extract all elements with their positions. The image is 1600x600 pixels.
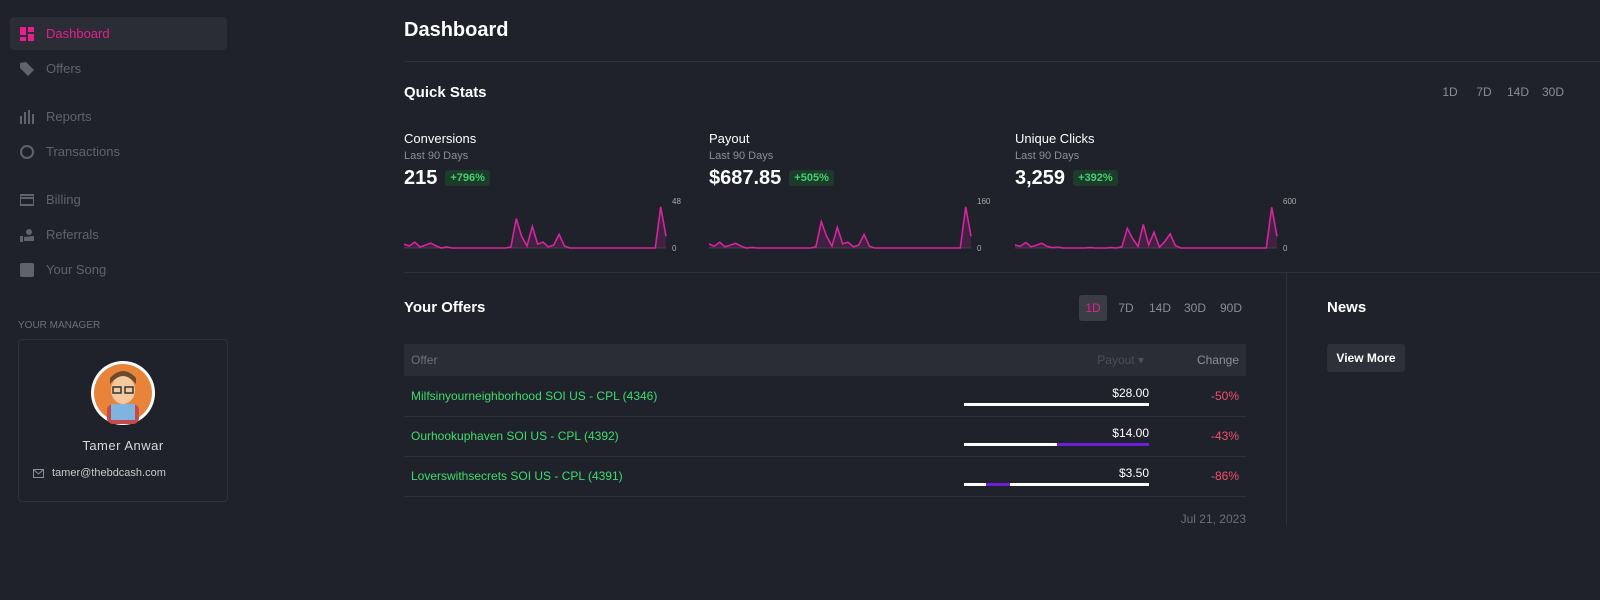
y-tick-label: 0 [672, 244, 677, 253]
stat-change: +392% [1073, 170, 1118, 186]
avatar [91, 361, 155, 425]
sparkline: 0 48 [404, 197, 681, 253]
payout-bar [964, 403, 1149, 406]
stat-title: Conversions [404, 131, 477, 146]
y-tick-label: 0 [1283, 244, 1288, 253]
nav-item[interactable]: Reports [10, 100, 227, 133]
sparkline-line [709, 206, 972, 249]
divider [404, 61, 1600, 62]
payout-bar [1056, 443, 1149, 446]
sparkline: 0 600 [1015, 197, 1297, 253]
period-button[interactable]: 1D [1442, 85, 1458, 99]
view-more-button[interactable]: View More [1327, 344, 1405, 372]
mail-icon [33, 469, 44, 478]
manager-card: Tamer Anwar tamer@thebdcash.com [18, 339, 228, 502]
payout-bar [964, 483, 987, 486]
sparkline-area [404, 206, 666, 248]
offer-name[interactable]: Milfsinyourneighborhood SOI US - CPL (43… [411, 389, 658, 403]
stat-number: $687.85 [709, 167, 782, 189]
period-button[interactable]: 14D [1148, 301, 1171, 315]
date: Jul 21, 2023 [1180, 512, 1246, 526]
payout-bar [1010, 483, 1149, 486]
sparkline-area [1015, 207, 1277, 248]
y-tick-label: 160 [977, 197, 991, 206]
nav-item[interactable]: Referrals [10, 218, 227, 251]
period-button[interactable]: 1D [1079, 295, 1107, 321]
stat-title: Payout [709, 131, 750, 146]
stat-subtitle: Last 90 Days [1015, 150, 1080, 162]
y-tick-label: 0 [977, 244, 982, 253]
manager-name: Tamer Anwar [82, 438, 164, 453]
period-button[interactable]: 14D [1506, 85, 1529, 99]
offer-name[interactable]: Loverswithsecrets SOI US - CPL (4391) [411, 469, 623, 483]
stat-value: 3,259 +392% [1015, 167, 1118, 190]
divider [404, 272, 1600, 273]
payout-bar [964, 443, 1057, 446]
stat-value: $687.85 +505% [709, 167, 834, 190]
divider [1286, 272, 1287, 525]
y-tick-label: 600 [1283, 197, 1297, 206]
payout: $14.00 [1112, 426, 1149, 440]
nav-item[interactable]: Billing [10, 183, 227, 216]
section-title: News [1327, 299, 1367, 316]
column-header[interactable]: Payout ▾ [1097, 353, 1144, 367]
period-button[interactable]: 30D [1183, 301, 1206, 315]
nav-label: Referrals [46, 227, 99, 242]
nav-item[interactable]: Offers [10, 52, 227, 85]
period-button[interactable]: 90D [1219, 301, 1242, 315]
table-row: Loverswithsecrets SOI US - CPL (4391) $3.… [404, 456, 1246, 497]
stat-subtitle: Last 90 Days [404, 150, 469, 162]
stat-title: Unique Clicks [1015, 131, 1095, 146]
nav-item[interactable]: Dashboard [10, 17, 227, 50]
sparkline: 0 160 [709, 197, 991, 253]
payout-bar [986, 483, 1011, 486]
change: -86% [1210, 469, 1239, 483]
nav-label: Reports [46, 109, 92, 124]
stat-number: 215 [404, 167, 438, 189]
section-label: YOUR MANAGER [18, 320, 101, 331]
change: -50% [1210, 389, 1239, 403]
period-button[interactable]: 7D [1476, 85, 1492, 99]
stat-change: +796% [445, 170, 490, 186]
table-header: Offer Payout ▾ Change [404, 344, 1246, 376]
column-header: Offer [411, 353, 438, 367]
nav-item[interactable]: Transactions [10, 135, 227, 168]
stat-change: +505% [789, 170, 834, 186]
manager-email: tamer@thebdcash.com [52, 467, 166, 479]
nav-label: Transactions [46, 144, 120, 159]
nav-label: Your Song [46, 262, 107, 277]
offer-name[interactable]: Ourhookuphaven SOI US - CPL (4392) [411, 429, 619, 443]
stat-value: 215 +796% [404, 167, 490, 190]
page-title: Dashboard [404, 19, 509, 41]
sparkline-area [709, 206, 971, 248]
nav-label: Billing [46, 192, 81, 207]
payout: $3.50 [1118, 466, 1149, 480]
section-title: Quick Stats [404, 84, 487, 101]
nav-label: Dashboard [46, 26, 110, 41]
section-title: Your Offers [404, 299, 486, 316]
column-header: Change [1196, 353, 1239, 367]
payout: $28.00 [1112, 386, 1149, 400]
sparkline-line [1015, 207, 1278, 249]
stat-number: 3,259 [1015, 167, 1066, 189]
table-row: Milfsinyourneighborhood SOI US - CPL (43… [404, 376, 1246, 417]
change: -43% [1210, 429, 1239, 443]
period-button[interactable]: 7D [1118, 301, 1134, 315]
table-row: Ourhookuphaven SOI US - CPL (4392) $14.00… [404, 416, 1246, 457]
period-button[interactable]: 30D [1541, 85, 1564, 99]
nav-label: Offers [46, 61, 82, 76]
sparkline-line [404, 206, 667, 249]
stat-subtitle: Last 90 Days [709, 150, 774, 162]
nav-item[interactable]: Your Song [10, 253, 227, 286]
y-tick-label: 48 [672, 197, 681, 206]
